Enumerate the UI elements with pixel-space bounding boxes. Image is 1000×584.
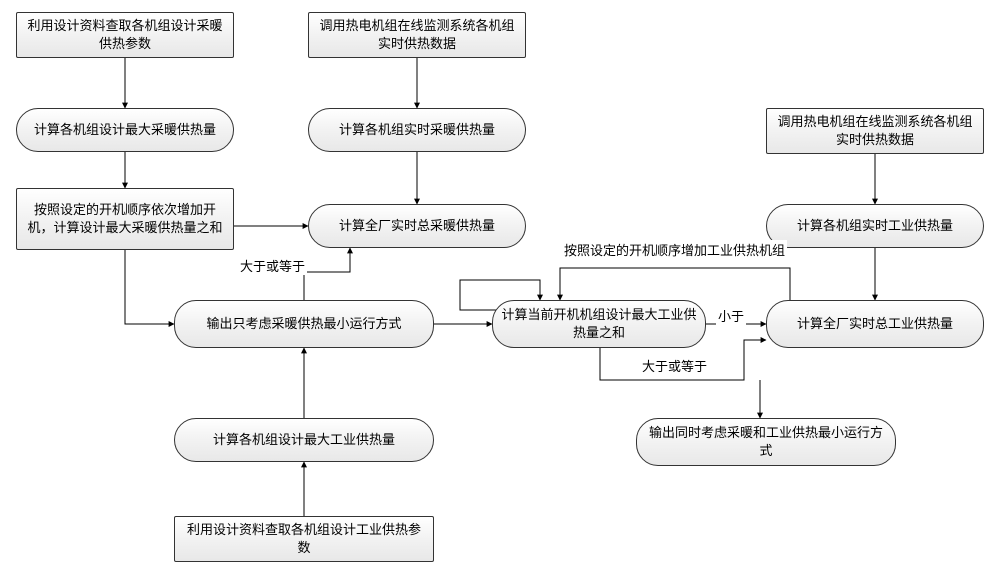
node-f1: 输出同时考虑采暖和工业供热最小运行方式	[636, 418, 896, 466]
label-ge1: 大于或等于	[238, 256, 307, 275]
node-a3: 按照设定的开机顺序依次增加开机，计算设计最大采暖供热量之和	[16, 188, 234, 250]
edge-e3-d1-loop	[560, 268, 790, 300]
edge-a3-c1	[125, 250, 174, 324]
node-c3: 利用设计资料查取各机组设计工业供热参数	[174, 516, 434, 562]
node-c1: 输出只考虑采暖供热最小运行方式	[174, 300, 434, 348]
edge-c1-b3	[304, 248, 350, 300]
node-c2: 计算各机组设计最大工业供热量	[174, 418, 434, 462]
node-a2: 计算各机组设计最大采暖供热量	[16, 108, 234, 152]
node-b3: 计算全厂实时总采暖供热量	[308, 204, 526, 248]
label-loop: 按照设定的开机顺序增加工业供热机组	[562, 240, 787, 259]
node-b2: 计算各机组实时采暖供热量	[308, 108, 526, 152]
node-e3: 计算全厂实时总工业供热量	[766, 300, 984, 348]
node-b1: 调用热电机组在线监测系统各机组实时供热数据	[308, 12, 526, 58]
node-d1: 计算当前开机机组设计最大工业供热量之和	[492, 300, 706, 348]
node-e2: 计算各机组实时工业供热量	[766, 204, 984, 248]
node-e1: 调用热电机组在线监测系统各机组实时供热数据	[766, 108, 984, 154]
node-a1: 利用设计资料查取各机组设计采暖供热参数	[16, 12, 234, 58]
label-lt: 小于	[716, 306, 746, 325]
edges-layer	[0, 0, 1000, 584]
label-ge2: 大于或等于	[640, 356, 709, 375]
